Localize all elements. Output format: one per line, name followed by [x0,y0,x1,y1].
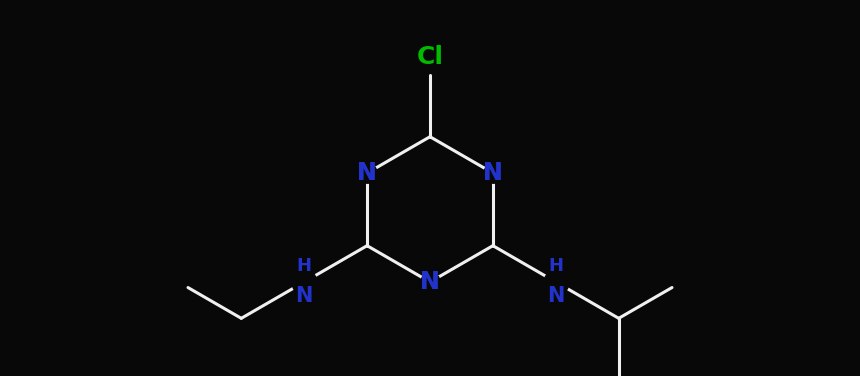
Text: N: N [483,161,503,185]
Text: N: N [483,161,503,185]
Text: N: N [421,270,439,294]
Text: N: N [357,161,377,185]
Text: N: N [421,270,439,294]
Text: N: N [296,286,313,306]
Text: N: N [357,161,377,185]
Text: Cl: Cl [416,45,444,69]
Text: H: H [549,257,563,275]
Text: H: H [297,257,311,275]
Text: N: N [547,286,564,306]
